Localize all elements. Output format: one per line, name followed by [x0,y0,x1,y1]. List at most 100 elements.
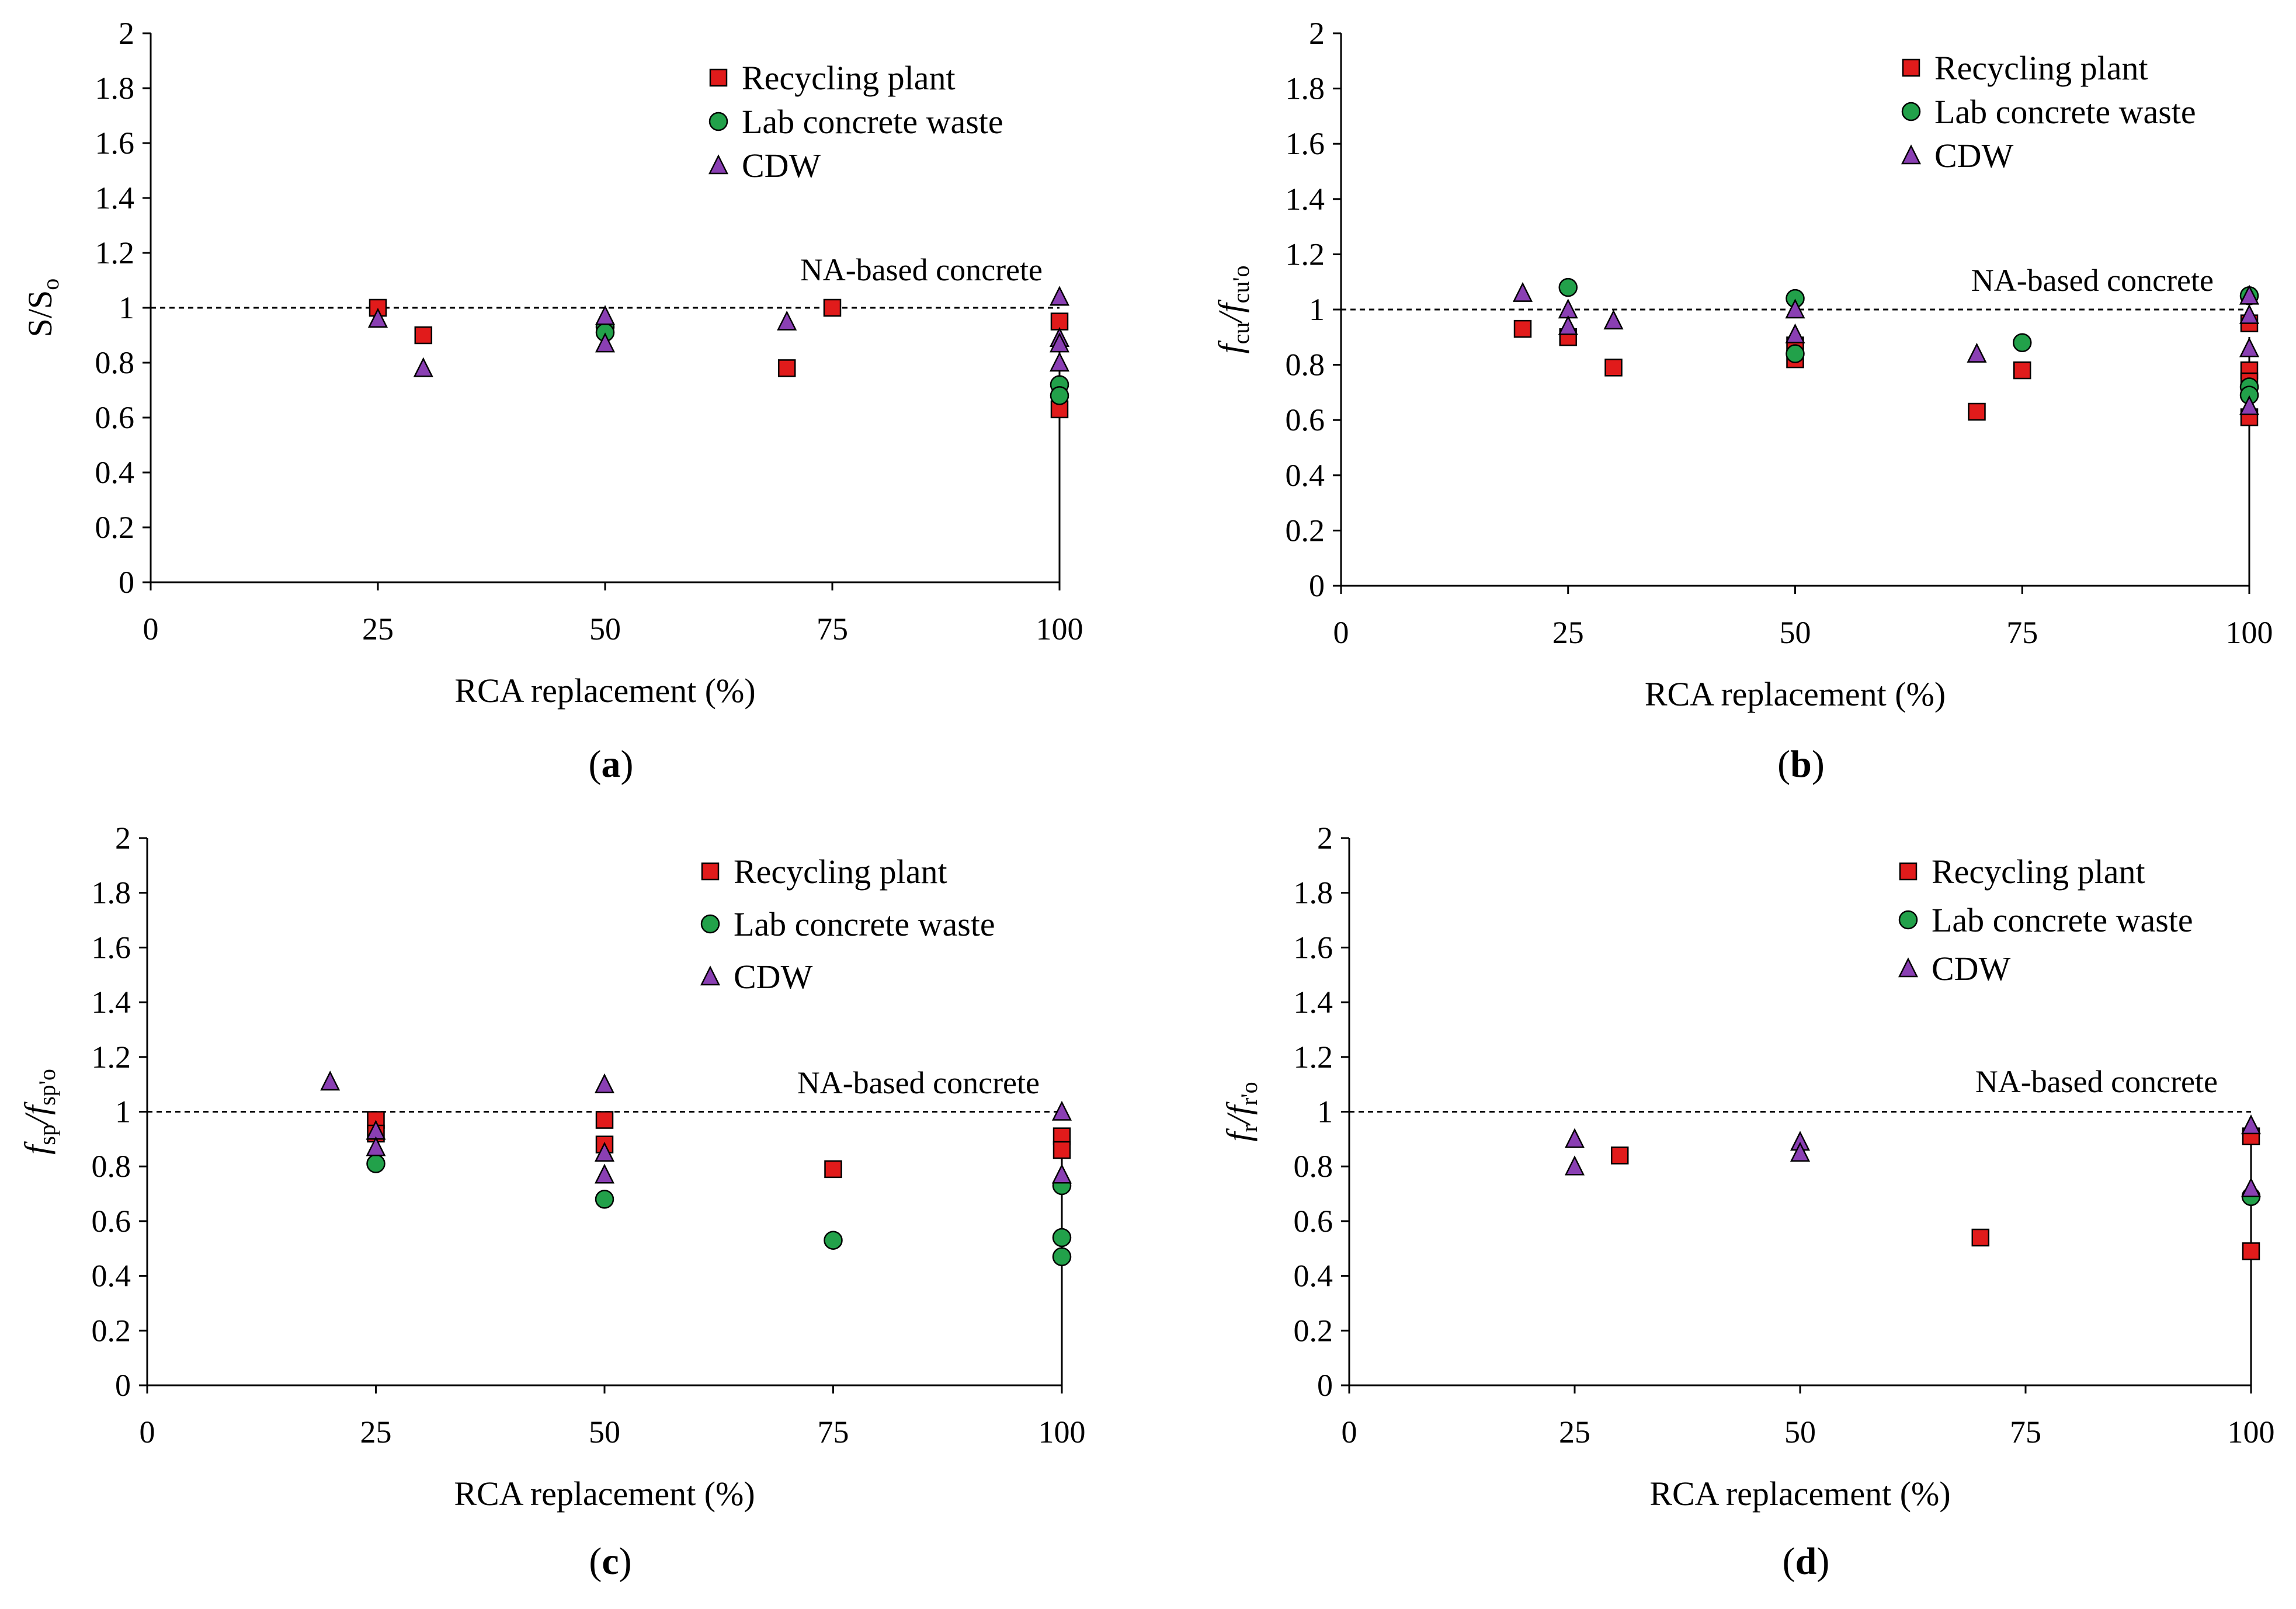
y-tick-label: 0 [1317,1368,1333,1403]
y-tick-label: 0.4 [1286,458,1325,493]
x-tick-label: 0 [1342,1415,1357,1450]
x-axis-label: RCA replacement (%) [454,672,755,710]
legend-marker-triangle [700,965,721,986]
x-tick-label: 25 [1552,615,1584,650]
legend-marker-circle [1898,910,1918,930]
data-point-circle [1052,1247,1072,1267]
y-axis-label: fcu/fcu'o [1211,265,1254,353]
legend-marker-square [701,862,720,881]
x-tick-label: 50 [589,1415,620,1450]
data-point-square [823,298,842,317]
data-point-triangle [2239,395,2260,415]
x-tick-label: 75 [818,1415,849,1450]
x-tick-label: 25 [1559,1415,1590,1450]
legend-label: Recycling plant [1934,49,2148,87]
y-tick-label: 1.8 [1286,71,1325,106]
y-tick-label: 0.2 [1294,1313,1333,1348]
legend: Recycling plant Lab concrete waste CDW [700,853,995,996]
data-point-triangle [1558,298,1578,319]
legend-label: CDW [742,147,821,185]
x-tick-label: 75 [2006,615,2038,650]
x-tick-label: 0 [143,611,159,647]
y-tick-label: 1.4 [1294,985,1333,1020]
data-point-triangle [320,1071,341,1091]
panel-caption: (d) [1783,1540,1830,1583]
y-tick-label: 2 [1309,16,1325,51]
data-point-triangle [2241,1177,2262,1197]
data-point-circle [595,1190,614,1209]
x-tick-label: 100 [2228,1415,2275,1450]
data-point-square [595,1111,614,1129]
y-tick-label: 1.6 [1286,126,1325,161]
legend-marker-circle [708,112,728,131]
data-point-triangle [1790,1141,1811,1162]
panel-caption: (c) [589,1540,631,1583]
data-point-circle [1050,386,1069,405]
y-axis-label: fr/fr'o [1220,1082,1262,1141]
panel-caption: (a) [589,743,634,786]
x-tick-label: 25 [360,1415,392,1450]
y-tick-label: 0 [1309,568,1325,603]
y-tick-label: 1.8 [95,71,135,106]
data-point-square [777,359,796,377]
y-tick-label: 1 [115,1094,131,1130]
y-tick-label: 0.4 [95,455,135,490]
data-point-square [1053,1141,1071,1159]
data-point-circle [1558,277,1578,297]
y-tick-label: 0.8 [92,1149,131,1184]
data-point-square [2013,361,2031,380]
legend-label: CDW [1934,137,2014,175]
panel-caption: (b) [1777,743,1825,786]
data-point-triangle [1564,1128,1585,1148]
x-tick-label: 75 [817,611,848,647]
y-tick-label: 1.2 [95,235,135,270]
legend-label: Lab concrete waste [742,103,1003,141]
data-point-square [824,1160,842,1179]
data-point-triangle [595,332,616,353]
x-tick-label: 100 [2226,615,2273,650]
data-point-square [1604,359,1623,377]
y-tick-label: 0 [115,1368,131,1403]
panel-c: 0 0.2 0.4 0.6 0.8 1 1.2 1.4 1.6 1.8 2 0 25 50 75 100 RCA… [18,821,1086,1583]
data-point-triangle [1785,298,1805,319]
y-tick-label: 1.8 [1294,875,1333,911]
y-tick-label: 1.4 [95,180,135,216]
data-point-triangle [595,305,616,325]
data-point-triangle [2239,337,2260,357]
panel-d: 0 0.2 0.4 0.6 0.8 1 1.2 1.4 1.6 1.8 2 0 25 50 75 100 RCA… [1220,821,2275,1583]
legend-marker-triangle [1901,144,1922,165]
x-axis-label: RCA replacement (%) [1649,1475,1950,1513]
data-point-square [1050,312,1069,331]
legend-marker-circle [1901,102,1921,121]
y-tick-label: 0.8 [95,345,135,380]
y-tick-label: 0.2 [92,1313,131,1348]
y-tick-label: 1.8 [92,875,131,911]
reference-line-label: NA-based concrete [800,252,1043,287]
data-point-square [2242,1242,2260,1260]
data-point-triangle [2241,1114,2262,1135]
y-tick-label: 1.2 [1294,1040,1333,1075]
data-point-triangle [1785,323,1805,343]
data-point-triangle [1603,310,1624,330]
x-tick-label: 25 [362,611,394,647]
y-tick-label: 0.2 [95,510,135,545]
data-point-square [1971,1228,1990,1247]
data-point-square [1513,319,1532,338]
data-point-triangle [1051,1163,1072,1184]
legend-marker-triangle [1898,957,1919,978]
x-tick-label: 75 [2010,1415,2041,1450]
data-point-triangle [594,1073,615,1093]
data-point-triangle [1049,286,1070,306]
y-tick-label: 1.6 [1294,930,1333,965]
data-point-triangle [367,308,388,328]
reference-line-label: NA-based concrete [797,1065,1040,1100]
y-axis-label: S/So [21,279,64,338]
legend-label: Recycling plant [742,59,956,97]
data-point-triangle [1051,1100,1072,1121]
data-point-triangle [1558,315,1578,335]
y-tick-label: 1 [1309,292,1325,327]
y-tick-label: 0.6 [1294,1204,1333,1239]
data-point-triangle [1049,332,1070,353]
legend-label: CDW [1932,950,2011,988]
